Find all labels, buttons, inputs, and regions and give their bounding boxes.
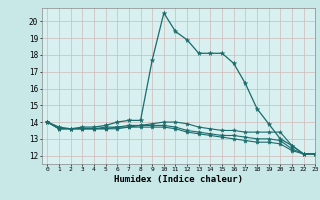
X-axis label: Humidex (Indice chaleur): Humidex (Indice chaleur): [114, 175, 243, 184]
